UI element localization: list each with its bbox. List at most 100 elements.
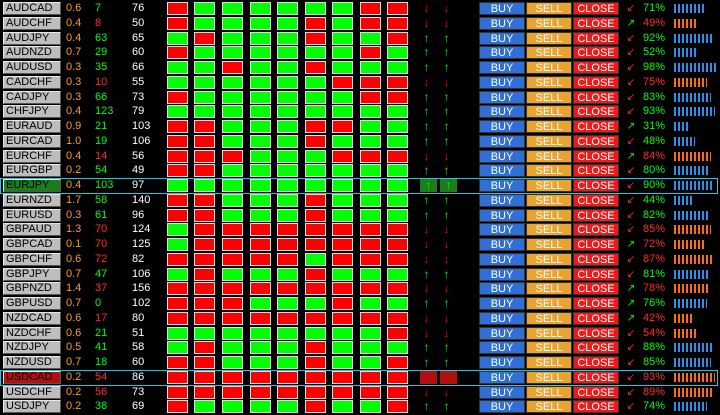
pair-button[interactable]: AUDJPY xyxy=(3,31,61,45)
pair-button[interactable]: NZDCHF xyxy=(3,326,61,340)
buy-button[interactable]: BUY xyxy=(479,267,525,281)
buy-button[interactable]: BUY xyxy=(479,370,525,384)
pair-button[interactable]: NZDCAD xyxy=(3,311,61,325)
pair-button[interactable]: EURAUD xyxy=(3,120,61,133)
sell-button[interactable]: SELL xyxy=(526,75,572,89)
close-button[interactable]: CLOSE xyxy=(573,2,619,15)
close-button[interactable]: CLOSE xyxy=(573,252,619,266)
sell-button[interactable]: SELL xyxy=(526,61,572,74)
pair-button[interactable]: USDCAD xyxy=(3,370,61,384)
buy-button[interactable]: BUY xyxy=(479,400,525,414)
close-button[interactable]: CLOSE xyxy=(573,46,619,60)
sell-button[interactable]: SELL xyxy=(526,341,572,355)
pair-button[interactable]: EURCHF xyxy=(3,149,61,163)
close-button[interactable]: CLOSE xyxy=(573,326,619,340)
buy-button[interactable]: BUY xyxy=(479,16,525,30)
sell-button[interactable]: SELL xyxy=(526,326,572,340)
pair-button[interactable]: CADCHF xyxy=(3,75,61,89)
buy-button[interactable]: BUY xyxy=(479,75,525,89)
buy-button[interactable]: BUY xyxy=(479,238,525,251)
pair-button[interactable]: GBPCAD xyxy=(3,238,61,251)
pair-button[interactable]: EURCAD xyxy=(3,134,61,148)
pair-button[interactable]: NZDUSD xyxy=(3,356,61,369)
close-button[interactable]: CLOSE xyxy=(573,311,619,325)
pair-button[interactable]: EURNZD xyxy=(3,193,61,207)
pair-button[interactable]: USDJPY xyxy=(3,400,61,414)
close-button[interactable]: CLOSE xyxy=(573,356,619,369)
close-button[interactable]: CLOSE xyxy=(573,370,619,384)
sell-button[interactable]: SELL xyxy=(526,370,572,384)
sell-button[interactable]: SELL xyxy=(526,400,572,414)
sell-button[interactable]: SELL xyxy=(526,208,572,222)
sell-button[interactable]: SELL xyxy=(526,120,572,133)
pair-button[interactable]: GBPJPY xyxy=(3,267,61,281)
buy-button[interactable]: BUY xyxy=(479,223,525,237)
close-button[interactable]: CLOSE xyxy=(573,193,619,207)
buy-button[interactable]: BUY xyxy=(479,31,525,45)
buy-button[interactable]: BUY xyxy=(479,105,525,119)
sell-button[interactable]: SELL xyxy=(526,105,572,119)
buy-button[interactable]: BUY xyxy=(479,356,525,369)
close-button[interactable]: CLOSE xyxy=(573,179,619,192)
close-button[interactable]: CLOSE xyxy=(573,90,619,104)
buy-button[interactable]: BUY xyxy=(479,134,525,148)
buy-button[interactable]: BUY xyxy=(479,193,525,207)
sell-button[interactable]: SELL xyxy=(526,134,572,148)
buy-button[interactable]: BUY xyxy=(479,2,525,15)
close-button[interactable]: CLOSE xyxy=(573,120,619,133)
buy-button[interactable]: BUY xyxy=(479,164,525,178)
close-button[interactable]: CLOSE xyxy=(573,385,619,399)
pair-button[interactable]: AUDUSD xyxy=(3,61,61,74)
sell-button[interactable]: SELL xyxy=(526,149,572,163)
pair-button[interactable]: AUDCAD xyxy=(3,2,61,15)
sell-button[interactable]: SELL xyxy=(526,164,572,178)
close-button[interactable]: CLOSE xyxy=(573,75,619,89)
buy-button[interactable]: BUY xyxy=(479,208,525,222)
close-button[interactable]: CLOSE xyxy=(573,297,619,310)
close-button[interactable]: CLOSE xyxy=(573,223,619,237)
buy-button[interactable]: BUY xyxy=(479,90,525,104)
buy-button[interactable]: BUY xyxy=(479,61,525,74)
close-button[interactable]: CLOSE xyxy=(573,341,619,355)
close-button[interactable]: CLOSE xyxy=(573,149,619,163)
pair-button[interactable]: CHFJPY xyxy=(3,105,61,119)
sell-button[interactable]: SELL xyxy=(526,31,572,45)
buy-button[interactable]: BUY xyxy=(479,297,525,310)
close-button[interactable]: CLOSE xyxy=(573,16,619,30)
buy-button[interactable]: BUY xyxy=(479,252,525,266)
sell-button[interactable]: SELL xyxy=(526,385,572,399)
sell-button[interactable]: SELL xyxy=(526,311,572,325)
close-button[interactable]: CLOSE xyxy=(573,400,619,414)
pair-button[interactable]: AUDNZD xyxy=(3,46,61,60)
buy-button[interactable]: BUY xyxy=(479,149,525,163)
sell-button[interactable]: SELL xyxy=(526,16,572,30)
pair-button[interactable]: EURJPY xyxy=(3,179,61,192)
sell-button[interactable]: SELL xyxy=(526,356,572,369)
pair-button[interactable]: GBPNZD xyxy=(3,282,61,296)
close-button[interactable]: CLOSE xyxy=(573,164,619,178)
pair-button[interactable]: GBPCHF xyxy=(3,252,61,266)
buy-button[interactable]: BUY xyxy=(479,179,525,192)
close-button[interactable]: CLOSE xyxy=(573,238,619,251)
close-button[interactable]: CLOSE xyxy=(573,105,619,119)
pair-button[interactable]: NZDJPY xyxy=(3,341,61,355)
sell-button[interactable]: SELL xyxy=(526,46,572,60)
buy-button[interactable]: BUY xyxy=(479,385,525,399)
close-button[interactable]: CLOSE xyxy=(573,282,619,296)
close-button[interactable]: CLOSE xyxy=(573,61,619,74)
pair-button[interactable]: USDCHF xyxy=(3,385,61,399)
pair-button[interactable]: EURGBP xyxy=(3,164,61,178)
pair-button[interactable]: GBPAUD xyxy=(3,223,61,237)
sell-button[interactable]: SELL xyxy=(526,252,572,266)
close-button[interactable]: CLOSE xyxy=(573,208,619,222)
sell-button[interactable]: SELL xyxy=(526,2,572,15)
sell-button[interactable]: SELL xyxy=(526,179,572,192)
close-button[interactable]: CLOSE xyxy=(573,267,619,281)
sell-button[interactable]: SELL xyxy=(526,193,572,207)
pair-button[interactable]: GBPUSD xyxy=(3,297,61,310)
buy-button[interactable]: BUY xyxy=(479,46,525,60)
pair-button[interactable]: CADJPY xyxy=(3,90,61,104)
sell-button[interactable]: SELL xyxy=(526,297,572,310)
buy-button[interactable]: BUY xyxy=(479,326,525,340)
pair-button[interactable]: AUDCHF xyxy=(3,16,61,30)
